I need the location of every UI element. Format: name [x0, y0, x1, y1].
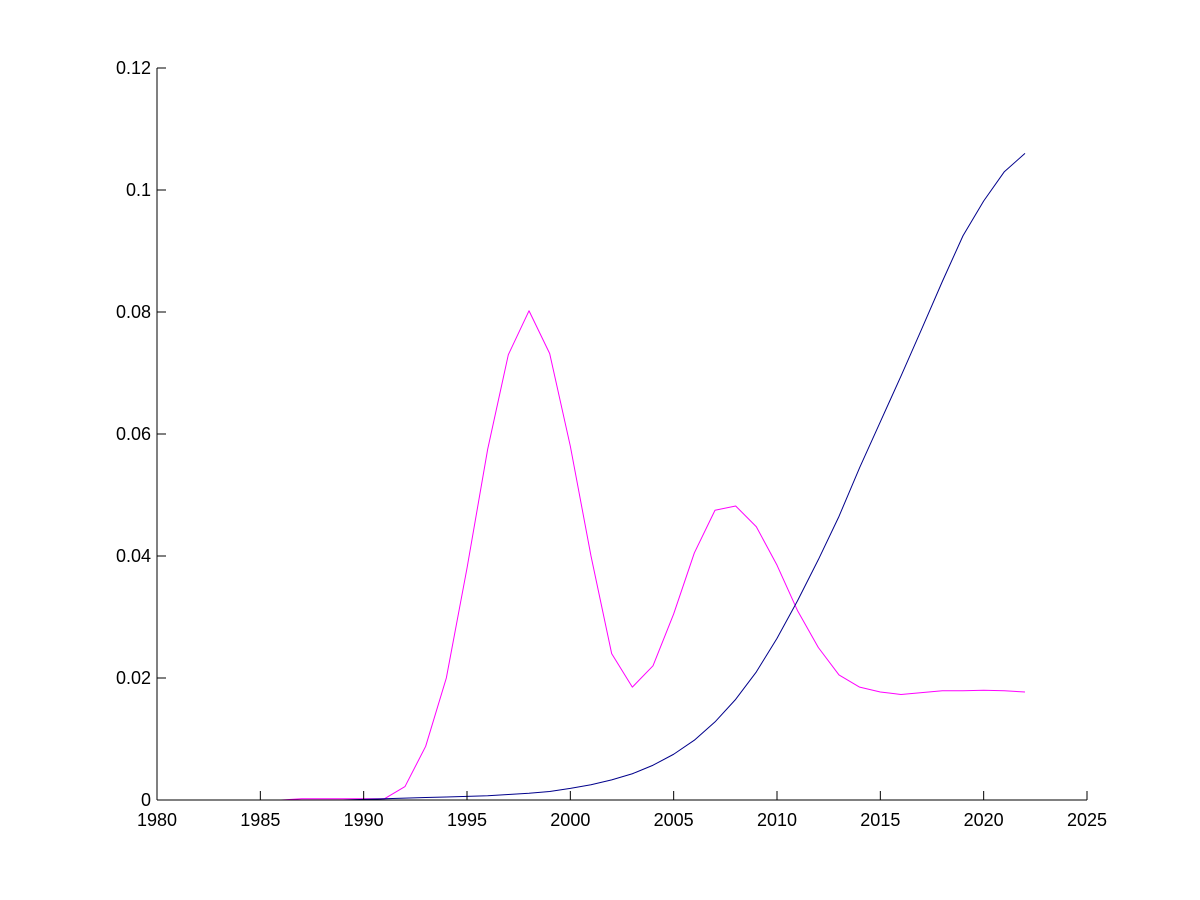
series-layer	[157, 153, 1026, 801]
y-tick-label: 0.1	[126, 180, 151, 200]
x-axis-ticks: 1980 1985 1990 1995 2000 2005 2010 2015 2020 2025	[137, 791, 1107, 830]
y-tick-label: 0.02	[116, 668, 151, 688]
y-tick-label: 0.08	[116, 302, 151, 322]
x-tick-label: 2015	[860, 810, 900, 830]
x-tick-label: 2025	[1067, 810, 1107, 830]
series-line-2	[157, 153, 1026, 801]
x-tick-label: 2000	[550, 810, 590, 830]
y-tick-label: 0.12	[116, 58, 151, 78]
x-tick-label: 2010	[757, 810, 797, 830]
x-tick-label: 1985	[240, 810, 280, 830]
x-tick-label: 1990	[344, 810, 384, 830]
x-tick-label: 2005	[654, 810, 694, 830]
y-tick-label: 0	[141, 790, 151, 810]
x-tick-label: 1995	[447, 810, 487, 830]
series-line-1	[157, 310, 1026, 801]
y-tick-label: 0.04	[116, 546, 151, 566]
y-axis-ticks: 0 0.02 0.04 0.06 0.08 0.1 0.12	[116, 58, 166, 810]
x-tick-label: 2020	[964, 810, 1004, 830]
axes	[156, 68, 1087, 801]
y-tick-label: 0.06	[116, 424, 151, 444]
x-tick-label: 1980	[137, 810, 177, 830]
